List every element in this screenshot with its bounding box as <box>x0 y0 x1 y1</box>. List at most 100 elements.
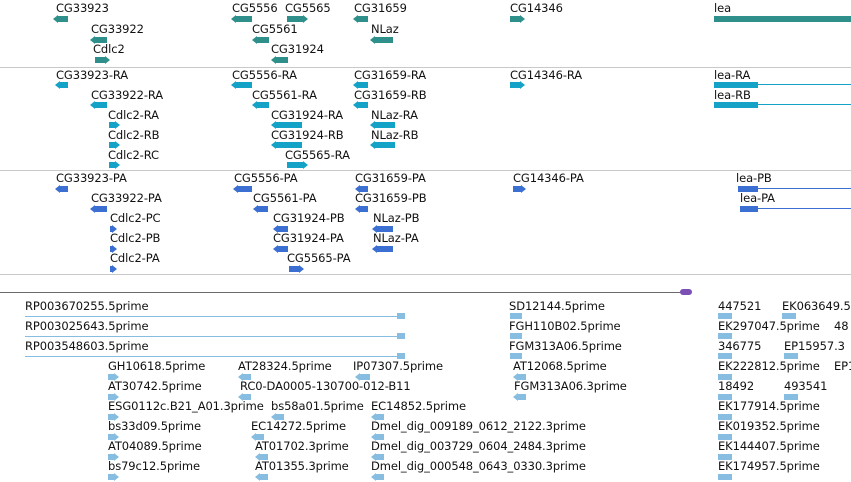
transcript-label[interactable]: CG31659-RA <box>354 68 427 82</box>
est-label[interactable]: AT28324.5prime <box>238 359 332 373</box>
protein-feature[interactable] <box>289 265 304 273</box>
protein-feature[interactable] <box>233 185 252 193</box>
est-feature[interactable] <box>371 413 384 421</box>
est-feature[interactable] <box>784 353 798 359</box>
est-label[interactable]: EK144407.5prime <box>718 439 820 453</box>
gene-feature[interactable] <box>287 15 308 23</box>
est-feature[interactable] <box>784 394 798 400</box>
protein-feature[interactable] <box>90 205 107 213</box>
transcript-label[interactable]: Cdlc2-RA <box>108 108 159 122</box>
est-label[interactable]: EP15957.3 <box>784 339 845 353</box>
est-feature[interactable] <box>513 393 526 401</box>
est-label[interactable]: GH10618.5prime <box>108 359 206 373</box>
protein-label[interactable]: CG31659-PB <box>355 191 427 205</box>
gene-feature[interactable] <box>271 56 288 64</box>
transcript-feature[interactable] <box>231 81 252 89</box>
est-label[interactable]: AT01355.3prime <box>255 459 349 473</box>
est-label[interactable]: RP003548603.5prime <box>25 339 149 353</box>
est-feature[interactable] <box>371 453 384 461</box>
protein-feature[interactable] <box>110 265 117 273</box>
est-label[interactable]: bs33d09.5prime <box>108 419 201 433</box>
gene-feature[interactable] <box>510 15 525 23</box>
transcript-feature[interactable] <box>714 102 758 108</box>
est-label[interactable]: 447521 <box>718 299 762 313</box>
est-feature[interactable] <box>108 453 119 461</box>
est-label[interactable]: 48 <box>834 319 849 333</box>
est-label[interactable]: ESG0112c.B21_A01.3prime <box>108 399 264 413</box>
protein-label[interactable]: NLaz-PB <box>373 211 420 225</box>
transcript-label[interactable]: NLaz-RB <box>371 128 419 142</box>
est-label[interactable]: Dmel_dig_003729_0604_2484.3prime <box>371 439 586 453</box>
protein-feature[interactable] <box>110 225 117 233</box>
transcript-label[interactable]: Cdlc2-RC <box>108 148 159 162</box>
protein-feature[interactable] <box>110 245 117 253</box>
transcript-feature[interactable] <box>510 81 525 89</box>
gene-feature[interactable] <box>53 15 68 23</box>
est-feature[interactable] <box>718 434 732 440</box>
transcript-feature[interactable] <box>370 121 395 129</box>
est-label[interactable]: RC0-DA0005-130700-012-B11 <box>240 379 411 393</box>
est-feature[interactable] <box>355 373 370 381</box>
protein-label[interactable]: CG5561-PA <box>253 191 317 205</box>
transcript-feature[interactable] <box>109 121 120 129</box>
est-label[interactable]: EK174957.5prime <box>718 459 820 473</box>
est-label[interactable]: bs79c12.5prime <box>108 459 200 473</box>
protein-label[interactable]: CG31659-PA <box>355 171 426 185</box>
est-feature[interactable] <box>718 313 732 319</box>
est-label[interactable]: 493541 <box>784 379 828 393</box>
est-label[interactable]: EK063649.5 <box>782 299 851 313</box>
est-feature[interactable] <box>510 353 522 359</box>
est-feature[interactable] <box>510 333 522 339</box>
est-feature[interactable] <box>718 474 732 480</box>
gene-feature[interactable] <box>252 36 269 44</box>
est-label[interactable]: EP1 <box>834 359 851 373</box>
est-label[interactable]: AT01702.3prime <box>255 439 349 453</box>
est-feature[interactable] <box>371 473 384 481</box>
protein-label[interactable]: CG33922-PA <box>91 191 162 205</box>
transcript-label[interactable]: CG5556-RA <box>232 68 297 82</box>
est-label[interactable]: IP07307.5prime <box>353 359 443 373</box>
est-label[interactable]: EK177914.5prime <box>718 399 820 413</box>
est-feature[interactable] <box>251 433 264 441</box>
transcript-feature[interactable] <box>271 141 302 149</box>
gene-feature[interactable] <box>90 36 107 44</box>
est-label[interactable]: EC14272.5prime <box>251 419 346 433</box>
est-label[interactable]: FGM313A06.5prime <box>509 339 622 353</box>
gene-label[interactable]: CG31659 <box>354 1 407 15</box>
protein-feature[interactable] <box>740 206 758 212</box>
transcript-label[interactable]: CG33923-RA <box>56 68 129 82</box>
est-label[interactable]: AT30742.5prime <box>108 379 202 393</box>
est-label[interactable]: 18492 <box>718 379 755 393</box>
est-feature[interactable] <box>510 313 522 319</box>
gene-label[interactable]: CG31924 <box>271 42 324 56</box>
transcript-feature[interactable] <box>353 101 368 109</box>
est-feature[interactable] <box>782 313 796 319</box>
est-label[interactable]: FGM313A06.3prime <box>514 379 627 393</box>
est-feature[interactable] <box>718 353 732 359</box>
transcript-label[interactable]: CG31924-RB <box>271 128 344 142</box>
est-label[interactable]: FGH110B02.5prime <box>509 319 621 333</box>
gene-label[interactable]: CG5556 <box>232 1 278 15</box>
transcript-label[interactable]: CG5561-RA <box>252 88 317 102</box>
est-label[interactable]: EK297047.5prime <box>718 319 820 333</box>
est-feature[interactable] <box>718 374 732 380</box>
est-feature[interactable] <box>371 433 384 441</box>
gene-label[interactable]: Cdlc2 <box>93 42 125 56</box>
est-label[interactable]: RP003670255.5prime <box>25 299 149 313</box>
protein-label[interactable]: CG5565-PA <box>287 251 351 265</box>
est-label[interactable]: EK019352.5prime <box>718 419 820 433</box>
gene-feature[interactable] <box>353 15 368 23</box>
protein-label[interactable]: CG31924-PB <box>273 211 345 225</box>
est-label[interactable]: RP003025643.5prime <box>25 319 149 333</box>
est-feature[interactable] <box>108 413 119 421</box>
est-label[interactable]: 346775 <box>718 339 762 353</box>
gene-feature[interactable] <box>95 56 110 64</box>
transcript-feature[interactable] <box>353 81 368 89</box>
gene-label[interactable]: CG5565 <box>285 1 331 15</box>
est-label[interactable]: EC14852.5prime <box>371 399 466 413</box>
protein-label[interactable]: NLaz-PA <box>373 231 419 245</box>
est-label[interactable]: SD12144.5prime <box>509 299 605 313</box>
est-feature[interactable] <box>108 393 119 401</box>
transcript-label[interactable]: lea-RA <box>714 68 751 82</box>
protein-feature[interactable] <box>738 186 758 192</box>
